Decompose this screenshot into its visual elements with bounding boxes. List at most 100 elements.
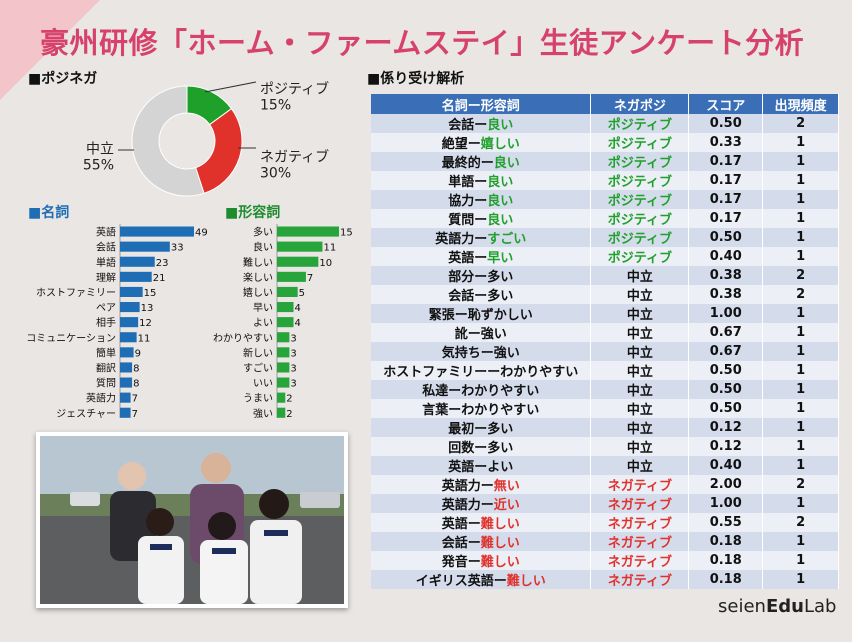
cell-noun-adj: 気持ちー強い (371, 342, 592, 361)
cell-score: 0.38 (688, 266, 764, 285)
cell-frequency: 1 (762, 399, 839, 418)
cell-negapoji: ネガティブ (590, 551, 690, 570)
noun-part: 協力ー (448, 194, 488, 209)
cell-score: 0.67 (688, 323, 764, 342)
cell-noun-adj: 会話ー多い (371, 285, 592, 304)
table-row: 言葉ーわかりやすい 中立 0.50 1 (371, 399, 839, 418)
table-row: 訛ー強い 中立 0.67 1 (371, 323, 839, 342)
table-row: 部分ー多い 中立 0.38 2 (371, 266, 839, 285)
table-row: 単語ー良い ポジティブ 0.17 1 (371, 171, 839, 190)
noun-part: 緊張ー恥ずかしい (428, 308, 533, 323)
cell-frequency: 1 (762, 551, 839, 570)
cell-noun-adj: 質問ー良い (371, 209, 592, 228)
noun-part: 英語ー (448, 251, 488, 266)
table-row: イギリス英語ー難しい ネガティブ 0.18 1 (371, 570, 839, 589)
cell-negapoji: ネガティブ (590, 475, 690, 494)
adj-value-label: 4 (295, 318, 301, 329)
cell-score: 0.67 (688, 342, 764, 361)
adj-value-label: 3 (290, 333, 296, 344)
cell-negapoji: ネガティブ (590, 532, 690, 551)
noun-part: 言葉ーわかりやすい (422, 403, 540, 418)
noun-part: 訛ー強い (454, 327, 507, 342)
cell-frequency: 1 (762, 532, 839, 551)
adjective-part: 良い (487, 118, 514, 133)
adj-bar (277, 362, 290, 373)
noun-category-label: 質問 (96, 377, 116, 390)
cell-score: 1.00 (688, 304, 764, 323)
adj-value-label: 5 (299, 288, 305, 299)
cell-noun-adj: 英語ー早い (371, 247, 592, 266)
table-row: 絶望ー嬉しい ポジティブ 0.33 1 (371, 133, 839, 152)
cell-negapoji: 中立 (590, 399, 690, 418)
cell-frequency: 1 (762, 304, 839, 323)
cell-negapoji: ポジティブ (590, 114, 690, 133)
table-row: 会話ー難しい ネガティブ 0.18 1 (371, 532, 839, 551)
adj-category-label: 強い (253, 407, 273, 418)
page-title: 豪州研修「ホーム・ファームステイ」生徒アンケート分析 (40, 26, 805, 60)
table-row: 会話ー良い ポジティブ 0.50 2 (371, 114, 839, 133)
adjective-part: 近い (493, 498, 520, 513)
noun-value-label: 33 (171, 243, 184, 254)
noun-category-label: 翻訳 (96, 361, 116, 374)
noun-part: 質問ー (448, 213, 488, 228)
noun-category-label: ジェスチャー (56, 408, 116, 418)
table-row: 会話ー多い 中立 0.38 2 (371, 285, 839, 304)
cell-negapoji: ポジティブ (590, 247, 690, 266)
adj-category-label: 楽しい (243, 271, 273, 284)
cell-score: 0.17 (688, 209, 764, 228)
noun-bar (120, 332, 137, 343)
adj-value-label: 3 (290, 348, 296, 359)
donut-percent-label: 55% (83, 158, 114, 174)
noun-part: 私達ーわかりやすい (422, 384, 540, 399)
table-row: 英語力ー無い ネガティブ 2.00 2 (371, 475, 839, 494)
cell-score: 0.17 (688, 171, 764, 190)
adj-bar (277, 271, 306, 282)
adj-category-label: すごい (243, 361, 273, 374)
header-negapoji: ネガポジ (590, 94, 690, 114)
cell-score: 0.18 (688, 570, 764, 589)
cell-negapoji: ポジティブ (590, 152, 690, 171)
noun-bar (120, 347, 134, 358)
adj-bar (277, 302, 294, 313)
noun-bar (120, 226, 194, 237)
adj-bar (277, 286, 298, 297)
noun-bar (120, 407, 131, 418)
adj-category-label: 嬉しい (243, 286, 273, 299)
cell-negapoji: 中立 (590, 437, 690, 456)
cell-score: 0.38 (688, 285, 764, 304)
cell-frequency: 1 (762, 342, 839, 361)
noun-part: イギリス英語ー (415, 574, 507, 589)
adjective-bar-chart: 多い 15 良い 11 難しい 10 楽しい 7 嬉しい 5 早い 4 よい 4 わかりやすい 3 新しい 3 すご… (213, 224, 353, 418)
cell-frequency: 1 (762, 380, 839, 399)
cell-frequency: 2 (762, 285, 839, 304)
noun-bar (120, 377, 133, 388)
cell-score: 0.50 (688, 380, 764, 399)
cell-frequency: 1 (762, 209, 839, 228)
adj-bar (277, 347, 290, 358)
corner-decoration (0, 0, 100, 100)
noun-value-label: 13 (141, 303, 154, 314)
table-row: 最終的ー良い ポジティブ 0.17 1 (371, 152, 839, 171)
noun-part: 英語力ー (441, 479, 494, 494)
cell-noun-adj: 英語力ー近い (371, 494, 592, 513)
cell-negapoji: 中立 (590, 418, 690, 437)
cell-frequency: 1 (762, 418, 839, 437)
adj-value-label: 3 (290, 363, 296, 374)
noun-value-label: 15 (144, 288, 157, 299)
table-row: 緊張ー恥ずかしい 中立 1.00 1 (371, 304, 839, 323)
table-row: 私達ーわかりやすい 中立 0.50 1 (371, 380, 839, 399)
noun-value-label: 8 (133, 363, 139, 374)
noun-part: 気持ちー強い (441, 346, 520, 361)
cell-score: 0.12 (688, 418, 764, 437)
cell-frequency: 2 (762, 114, 839, 133)
adj-category-label: よい (253, 317, 273, 329)
adjective-part: 嬉しい (480, 137, 520, 152)
cell-noun-adj: ホストファミリーーわかりやすい (371, 361, 592, 380)
adj-category-label: 難しい (243, 256, 273, 269)
noun-bar (120, 302, 140, 313)
cell-noun-adj: 緊張ー恥ずかしい (371, 304, 592, 323)
cell-negapoji: 中立 (590, 456, 690, 475)
table-row: 発音ー難しい ネガティブ 0.18 1 (371, 551, 839, 570)
